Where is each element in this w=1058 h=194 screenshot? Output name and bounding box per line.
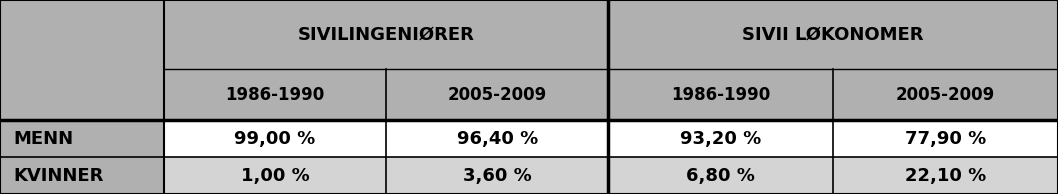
Text: 77,90 %: 77,90 % bbox=[905, 130, 986, 148]
Text: 1986-1990: 1986-1990 bbox=[671, 86, 770, 104]
Text: SIVII LØKONOMER: SIVII LØKONOMER bbox=[743, 25, 924, 43]
Bar bbox=[608, 69, 834, 120]
Text: 2005-2009: 2005-2009 bbox=[448, 86, 547, 104]
Bar bbox=[0, 0, 164, 69]
Bar bbox=[0, 157, 164, 194]
Text: KVINNER: KVINNER bbox=[14, 167, 104, 184]
Text: SIVILINGENIØRER: SIVILINGENIØRER bbox=[297, 25, 475, 43]
Bar bbox=[608, 157, 834, 194]
Text: 3,60 %: 3,60 % bbox=[463, 167, 531, 184]
Bar bbox=[164, 120, 386, 157]
Bar bbox=[386, 120, 608, 157]
Text: 6,80 %: 6,80 % bbox=[687, 167, 755, 184]
Bar bbox=[386, 157, 608, 194]
Bar bbox=[164, 157, 386, 194]
Bar bbox=[834, 69, 1058, 120]
Text: 96,40 %: 96,40 % bbox=[457, 130, 537, 148]
Text: 1986-1990: 1986-1990 bbox=[225, 86, 325, 104]
Bar bbox=[164, 0, 608, 69]
Text: 93,20 %: 93,20 % bbox=[680, 130, 762, 148]
Text: 99,00 %: 99,00 % bbox=[235, 130, 315, 148]
Text: MENN: MENN bbox=[14, 130, 74, 148]
Text: 2005-2009: 2005-2009 bbox=[896, 86, 996, 104]
Bar bbox=[608, 120, 834, 157]
Bar bbox=[164, 69, 386, 120]
Bar bbox=[834, 120, 1058, 157]
Bar bbox=[0, 69, 164, 120]
Text: 22,10 %: 22,10 % bbox=[905, 167, 986, 184]
Bar bbox=[0, 120, 164, 157]
Bar bbox=[834, 157, 1058, 194]
Text: 1,00 %: 1,00 % bbox=[241, 167, 309, 184]
Bar bbox=[386, 69, 608, 120]
Bar bbox=[608, 0, 1058, 69]
